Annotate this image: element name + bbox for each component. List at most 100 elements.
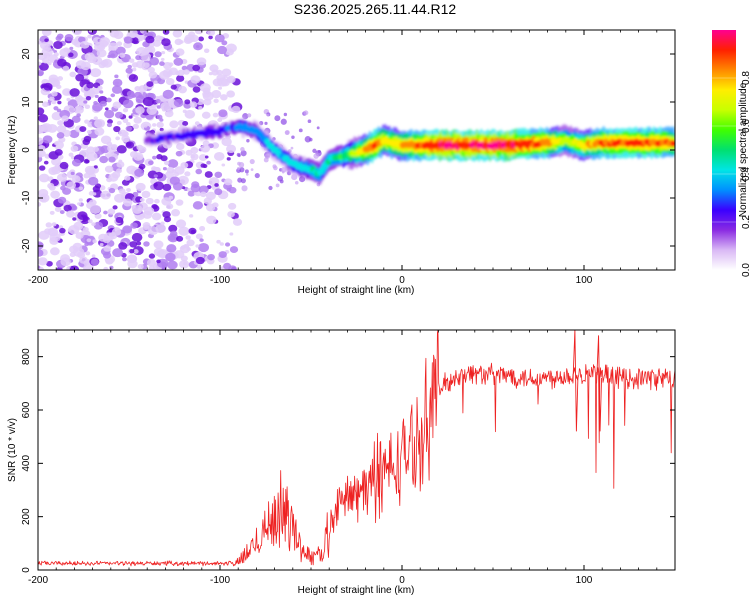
noise-blob	[159, 70, 171, 80]
noise-blob	[189, 101, 198, 108]
noise-blob	[131, 67, 137, 72]
noise-blob	[207, 253, 215, 261]
noise-blob	[137, 264, 144, 270]
noise-blob	[214, 34, 225, 43]
noise-blob	[38, 145, 46, 152]
noise-blob	[69, 88, 80, 97]
noise-blob	[226, 75, 236, 84]
noise-blob	[54, 206, 62, 212]
noise-blob	[274, 115, 281, 122]
noise-blob	[221, 68, 232, 77]
noise-blob	[49, 96, 55, 102]
noise-blob	[174, 38, 183, 46]
noise-blob	[85, 251, 91, 256]
noise-blob	[113, 125, 121, 133]
noise-blob	[83, 173, 90, 179]
noise-blob	[134, 91, 142, 99]
noise-blob	[99, 37, 111, 46]
noise-blob	[308, 137, 313, 142]
noise-blob	[41, 47, 53, 57]
noise-blob	[38, 154, 42, 158]
noise-blob	[38, 249, 44, 257]
noise-blob	[154, 198, 160, 204]
noise-blob	[168, 195, 174, 200]
noise-blob	[122, 257, 127, 262]
noise-blob	[208, 35, 213, 40]
snr-x-tick-label: -200	[28, 575, 48, 586]
noise-blob	[138, 214, 143, 218]
noise-blob	[45, 222, 53, 228]
snr-x-tick-label: -100	[210, 575, 230, 586]
noise-blob	[107, 119, 113, 124]
noise-blob	[247, 113, 252, 118]
noise-blob	[152, 123, 157, 127]
noise-blob	[94, 127, 105, 136]
noise-blob	[53, 106, 59, 111]
noise-blob	[226, 144, 237, 154]
noise-blob	[236, 152, 241, 157]
noise-blob	[76, 113, 81, 118]
noise-blob	[152, 155, 157, 160]
noise-blob	[68, 52, 74, 58]
noise-blob	[204, 155, 209, 159]
noise-blob	[155, 99, 161, 104]
noise-blob	[104, 107, 109, 111]
noise-blob	[59, 161, 69, 170]
noise-blob	[86, 146, 96, 154]
noise-blob	[275, 183, 280, 188]
noise-blob	[190, 154, 196, 159]
noise-blob	[156, 114, 163, 120]
noise-blob	[86, 82, 94, 89]
noise-blob	[206, 215, 217, 225]
noise-blob	[101, 58, 113, 68]
noise-blob	[92, 146, 100, 152]
noise-blob	[146, 81, 154, 88]
noise-blob	[128, 115, 133, 119]
noise-blob	[208, 72, 213, 76]
noise-blob	[317, 149, 321, 154]
noise-blob	[241, 185, 248, 192]
noise-blob	[94, 213, 102, 219]
noise-blob	[198, 185, 209, 194]
noise-blob	[74, 175, 79, 179]
noise-blob	[192, 201, 204, 210]
noise-blob	[165, 252, 176, 262]
noise-blob	[99, 155, 109, 164]
noise-blob	[162, 30, 170, 35]
noise-blob	[100, 190, 111, 200]
noise-blob	[51, 91, 58, 97]
noise-blob	[184, 171, 191, 177]
noise-blob	[72, 30, 82, 36]
noise-blob	[175, 219, 187, 229]
noise-blob	[151, 212, 162, 221]
noise-blob	[218, 109, 228, 118]
noise-blob	[173, 57, 184, 66]
noise-blob	[184, 109, 196, 119]
noise-blob	[121, 135, 130, 143]
noise-blob	[133, 152, 144, 161]
noise-blob	[135, 241, 142, 246]
noise-blob	[146, 258, 156, 267]
noise-blob	[218, 251, 227, 259]
noise-blob	[223, 262, 232, 270]
noise-blob	[116, 145, 127, 154]
noise-blob	[83, 135, 92, 143]
noise-blob	[214, 188, 223, 196]
noise-blob	[79, 126, 87, 132]
noise-blob	[104, 165, 114, 173]
noise-blob	[171, 209, 180, 217]
noise-blob	[68, 152, 74, 157]
noise-blob	[178, 226, 190, 236]
noise-blob	[141, 190, 151, 199]
noise-blob	[165, 78, 175, 86]
noise-blob	[142, 96, 155, 107]
noise-blob	[57, 100, 62, 105]
noise-blob	[88, 30, 93, 33]
noise-blob	[167, 260, 178, 270]
noise-blob	[268, 185, 273, 191]
noise-blob	[78, 198, 83, 202]
noise-blob	[77, 202, 82, 206]
noise-blob	[162, 167, 167, 171]
noise-blob	[122, 118, 129, 124]
snr-y-tick-label: 800	[21, 348, 32, 365]
